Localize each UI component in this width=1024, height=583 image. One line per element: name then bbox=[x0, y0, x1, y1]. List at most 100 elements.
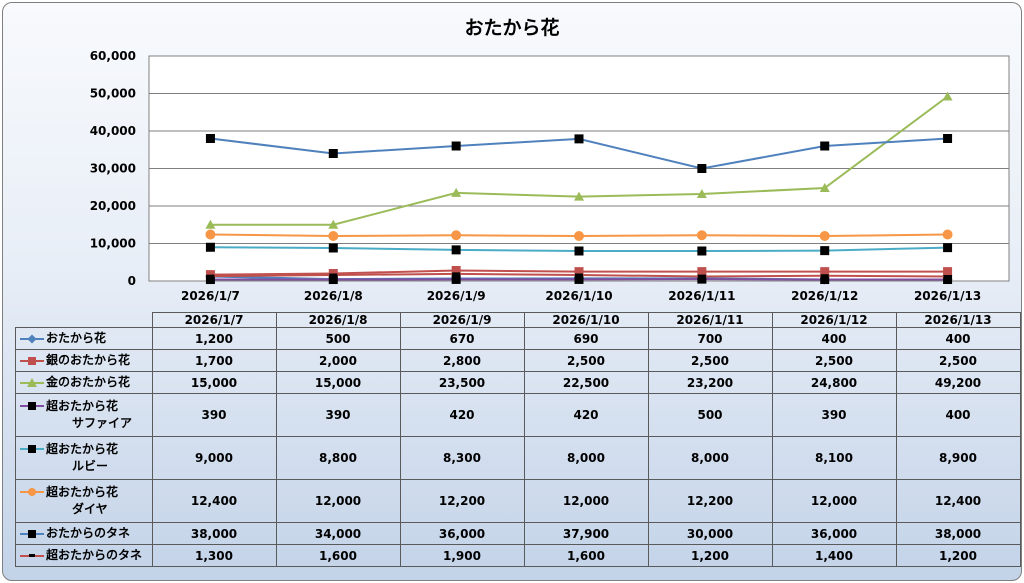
x-tick-label: 2026/1/7 bbox=[181, 289, 240, 303]
y-tick-label: 20,000 bbox=[90, 199, 136, 213]
data-point bbox=[205, 275, 215, 285]
table-value-cell: 12,200 bbox=[647, 479, 773, 523]
legend-key bbox=[20, 444, 44, 454]
series-label-text: 超おたからのタネ bbox=[46, 548, 143, 562]
data-point bbox=[943, 275, 952, 278]
table-row: 超おたから花 ルビー 9,000 8,800 8,300 8,000 8,000 8,100 8… bbox=[15, 436, 1021, 480]
data-point bbox=[820, 246, 830, 256]
table-value-cell: 2,500 bbox=[895, 349, 1021, 372]
data-point bbox=[574, 191, 584, 201]
series-label-text: 銀のおたから花 bbox=[46, 353, 131, 367]
data-point bbox=[451, 245, 461, 255]
data-point bbox=[574, 134, 584, 144]
legend-key bbox=[20, 487, 44, 497]
data-point bbox=[697, 275, 706, 278]
data-point bbox=[574, 246, 584, 256]
y-tick-label: 60,000 bbox=[90, 49, 136, 63]
table-corner bbox=[15, 312, 153, 328]
series-label-cell: おたからのタネ bbox=[15, 522, 153, 545]
table-value-cell: 1,200 bbox=[647, 544, 773, 567]
data-point bbox=[820, 275, 830, 285]
legend-key bbox=[20, 529, 44, 539]
table-header-cell: 2026/1/10 bbox=[523, 312, 649, 328]
data-point bbox=[451, 230, 462, 241]
series-label-text: サファイア bbox=[72, 416, 133, 430]
table-header-cell: 2026/1/8 bbox=[275, 312, 401, 328]
table-value-cell: 24,800 bbox=[771, 371, 897, 394]
table-value-cell: 390 bbox=[771, 393, 897, 437]
data-point bbox=[942, 229, 953, 240]
data-point bbox=[451, 274, 461, 284]
data-table: 2026/1/7 2026/1/8 2026/1/9 2026/1/10 2026/1/… bbox=[15, 312, 1021, 567]
table-value-cell: 8,900 bbox=[895, 436, 1021, 480]
series-label-cell: 金のおたから花 bbox=[15, 371, 153, 394]
series-7 bbox=[205, 134, 953, 173]
data-point bbox=[697, 164, 707, 173]
table-value-cell: 690 bbox=[523, 327, 649, 350]
legend-key bbox=[20, 551, 44, 561]
data-point bbox=[328, 275, 338, 285]
table-value-cell: 1,200 bbox=[895, 544, 1021, 567]
table-header-cell: 2026/1/7 bbox=[151, 312, 277, 328]
series-label-cell: 超おたからのタネ bbox=[15, 544, 153, 567]
data-point bbox=[451, 187, 462, 197]
table-row: 銀のおたから花 1,700 2,000 2,800 2,500 2,500 2,500 2,5… bbox=[15, 349, 1021, 372]
series-8 bbox=[206, 272, 952, 278]
table-value-cell: 8,300 bbox=[399, 436, 525, 480]
table-value-cell: 12,200 bbox=[399, 479, 525, 523]
series-label-text: 超おたから花 bbox=[46, 399, 119, 413]
data-point bbox=[820, 267, 830, 277]
table-value-cell: 12,000 bbox=[771, 479, 897, 523]
chart-title: おたから花 bbox=[464, 17, 560, 39]
table-value-cell: 400 bbox=[895, 393, 1021, 437]
data-point bbox=[329, 273, 338, 277]
series-5 bbox=[205, 242, 953, 256]
data-point bbox=[697, 274, 707, 284]
y-tick-label: 10,000 bbox=[90, 237, 136, 251]
table-row: 超おたから花 サファイア 390 390 420 420 500 390 400 bbox=[15, 393, 1021, 437]
data-point bbox=[943, 275, 953, 284]
table-value-cell: 30,000 bbox=[647, 522, 773, 545]
table-value-cell: 22,500 bbox=[523, 371, 649, 394]
table-value-cell: 8,000 bbox=[647, 436, 773, 480]
series-label-text: ダイヤ bbox=[72, 502, 108, 516]
x-tick-label: 2026/1/13 bbox=[914, 289, 981, 303]
table-value-cell: 1,900 bbox=[399, 544, 525, 567]
table-header-cell: 2026/1/12 bbox=[771, 312, 897, 328]
table-value-cell: 37,900 bbox=[523, 522, 649, 545]
table-value-cell: 12,400 bbox=[895, 479, 1021, 523]
data-point bbox=[328, 231, 339, 241]
table-value-cell: 1,600 bbox=[275, 544, 401, 567]
y-tick-label: 40,000 bbox=[90, 124, 136, 138]
table-value-cell: 400 bbox=[895, 327, 1021, 350]
table-value-cell: 1,300 bbox=[151, 544, 277, 567]
data-point bbox=[819, 183, 830, 192]
table-value-cell: 1,700 bbox=[151, 349, 277, 372]
y-tick-label: 50,000 bbox=[90, 87, 136, 101]
data-point bbox=[943, 267, 953, 277]
table-value-cell: 34,000 bbox=[275, 522, 401, 545]
table-value-cell: 420 bbox=[399, 393, 525, 437]
legend-key bbox=[20, 401, 44, 411]
series-label-text: 金のおたから花 bbox=[46, 375, 131, 389]
data-point bbox=[820, 141, 830, 151]
table-value-cell: 2,800 bbox=[399, 349, 525, 372]
table-value-cell: 390 bbox=[275, 393, 401, 437]
table-row: 超おたから花 ダイヤ 12,400 12,000 12,200 12,000 12,200 1… bbox=[15, 479, 1021, 523]
legend-key bbox=[20, 377, 44, 388]
table-value-cell: 2,500 bbox=[647, 349, 773, 372]
series-6 bbox=[205, 229, 953, 241]
table-header-cell: 2026/1/9 bbox=[399, 312, 525, 328]
table-value-cell: 420 bbox=[523, 393, 649, 437]
table-value-cell: 15,000 bbox=[275, 371, 401, 394]
data-point bbox=[819, 231, 830, 241]
series-label-text: 超おたから花 bbox=[46, 442, 119, 456]
table-value-cell: 2,500 bbox=[523, 349, 649, 372]
data-point bbox=[574, 231, 584, 241]
data-point bbox=[205, 229, 216, 240]
data-point bbox=[205, 242, 215, 252]
data-point bbox=[575, 273, 583, 277]
table-value-cell: 390 bbox=[151, 393, 277, 437]
table-value-cell: 15,000 bbox=[151, 371, 277, 394]
